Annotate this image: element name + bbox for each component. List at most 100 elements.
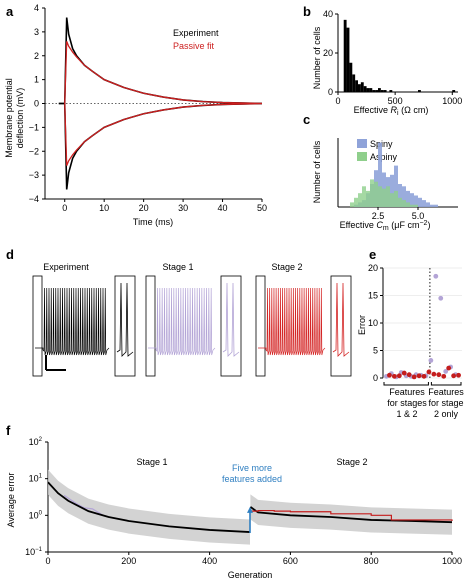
experiment-upper-trace: [58, 17, 263, 105]
aspiny-bar: [386, 186, 390, 207]
panel-a: a Membrane potential deflection (mV) Tim…: [4, 3, 267, 227]
panel-f-letter: f: [6, 423, 11, 438]
aspiny-bar: [378, 186, 382, 207]
histogram-bar: [352, 74, 356, 92]
histogram-bar: [366, 88, 370, 92]
histogram-bar: [343, 19, 347, 93]
panel-d-title-stage2: Stage 2: [271, 262, 302, 272]
spiny-bar: [390, 174, 394, 207]
x-tick-label: 50: [257, 203, 267, 213]
stage2-error-point: [456, 372, 461, 378]
zoomed-spikes: [116, 282, 134, 357]
panel-f-ylabel: Average error: [6, 473, 16, 528]
histogram-bar: [378, 88, 381, 92]
tick-exponent: −1: [35, 547, 43, 553]
panel-e-plot: [384, 273, 461, 380]
tick-exponent: 0: [39, 510, 43, 516]
x-tick-label: 10: [99, 203, 109, 213]
x-tick-label: 800: [364, 556, 379, 566]
panel-c-xlabel-close: ): [427, 220, 430, 230]
y-tick-label: 5: [373, 346, 378, 356]
histogram-bar: [389, 90, 393, 92]
y-tick-label: 1: [34, 75, 39, 85]
panel-f-plot: [47, 469, 453, 545]
spiny-bar: [434, 204, 438, 207]
stage1-error-point: [433, 273, 439, 279]
x-tick-label: 5.0: [412, 211, 425, 221]
stage2-error-point: [451, 373, 457, 379]
y-tick-label: 20: [368, 263, 378, 273]
panel-a-letter: a: [6, 4, 14, 19]
y-tick-label: −2: [29, 146, 39, 156]
panel-c-xlabel-unit: (μF cm: [389, 220, 420, 230]
histogram-bar: [346, 27, 350, 92]
y-tick-label: 15: [368, 291, 378, 301]
x-tick-label: 0: [45, 556, 50, 566]
spiny-bar: [422, 200, 426, 207]
panel-a-ylabel-line1: Membrane potential: [4, 78, 14, 158]
aspiny-bar: [362, 186, 366, 207]
y-tick-label: 3: [34, 27, 39, 37]
histogram-bar: [452, 90, 456, 92]
panel-d: d Experiment Stage 1 Stage 2: [6, 247, 352, 377]
y-tick-label: 20: [323, 48, 333, 58]
panel-f-annotation-line2: features added: [222, 474, 282, 484]
zoomed-spikes: [222, 282, 240, 357]
panel-b-xlabel-prefix: Effective: [354, 105, 391, 115]
panel-a-xlabel: Time (ms): [133, 217, 173, 227]
x-tick-label: 500: [388, 96, 403, 106]
tick-base: 10: [29, 437, 39, 447]
y-tick-label: 10: [368, 318, 378, 328]
panel-c-xlabel: Effective Cm (μF cm−2): [340, 220, 431, 232]
legend-experiment: Experiment: [173, 28, 219, 38]
x-tick-label: 0: [335, 96, 340, 106]
panel-c-xlabel-prefix: Effective: [340, 220, 377, 230]
zoom-box: [114, 275, 136, 377]
stage2-error-point: [421, 373, 427, 379]
stage1-variability-band: [48, 469, 250, 545]
y-tick-label: 4: [34, 3, 39, 13]
tick-base: 10: [29, 510, 39, 520]
trace-inset-box: [145, 275, 156, 377]
panel-d-traces: [32, 275, 352, 377]
panel-e-ylabel: Error: [357, 315, 367, 335]
histogram-bar: [363, 86, 367, 92]
aspiny-bar: [406, 202, 410, 207]
histogram-bar: [418, 90, 421, 92]
y-tick-label: 10−1: [25, 547, 43, 557]
panel-d-letter: d: [6, 247, 14, 262]
y-tick-label: −4: [29, 194, 39, 204]
panel-e-letter: e: [369, 247, 376, 262]
x-tick-label: 30: [178, 203, 188, 213]
panel-f-stage2-label: Stage 2: [336, 457, 367, 467]
stage2-error-point: [401, 370, 407, 376]
panel-b-plot: [343, 19, 456, 93]
panel-a-plot: [58, 17, 263, 190]
histogram-bar: [355, 80, 358, 92]
panel-e: e Error Features for stages 1 & 2 Featur…: [357, 247, 464, 419]
histogram-bar: [358, 84, 361, 92]
panel-c-letter: c: [303, 112, 310, 127]
panel-d-title-experiment: Experiment: [43, 262, 89, 272]
y-tick-label: −3: [29, 170, 39, 180]
stage1-example-trace: [63, 494, 105, 517]
spike-train: [258, 287, 326, 356]
panel-f-stage1-label: Stage 1: [136, 457, 167, 467]
tick-base: 10: [25, 547, 35, 557]
legend-aspiny: Aspiny: [370, 152, 398, 162]
y-tick-label: 2: [34, 51, 39, 61]
histogram-bar: [380, 90, 384, 92]
histogram-bar: [372, 90, 376, 92]
panel-b-letter: b: [303, 4, 311, 19]
aspiny-bar: [374, 181, 378, 207]
stage2-error-point: [446, 365, 452, 371]
aspiny-bar: [410, 204, 414, 207]
aspiny-bar: [402, 200, 406, 207]
experiment-lower-trace: [58, 102, 263, 190]
stage1-error-point: [438, 295, 444, 301]
spiny-bar: [410, 193, 414, 207]
stage2-variability-band: [250, 494, 452, 535]
panel-c-xlabel-sup: −2: [419, 220, 427, 227]
histogram-bar: [383, 90, 387, 92]
